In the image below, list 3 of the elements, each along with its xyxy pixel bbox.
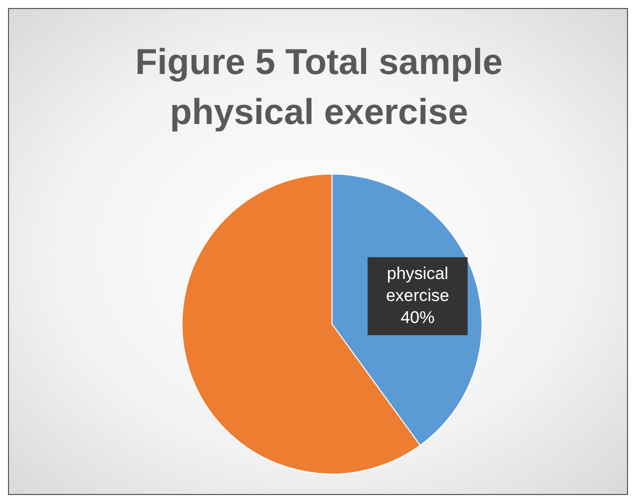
chart-title: Figure 5 Total sample physical exercise	[134, 40, 504, 134]
data-label: 40%	[400, 308, 435, 328]
slice-label: physical exercise	[386, 264, 450, 306]
